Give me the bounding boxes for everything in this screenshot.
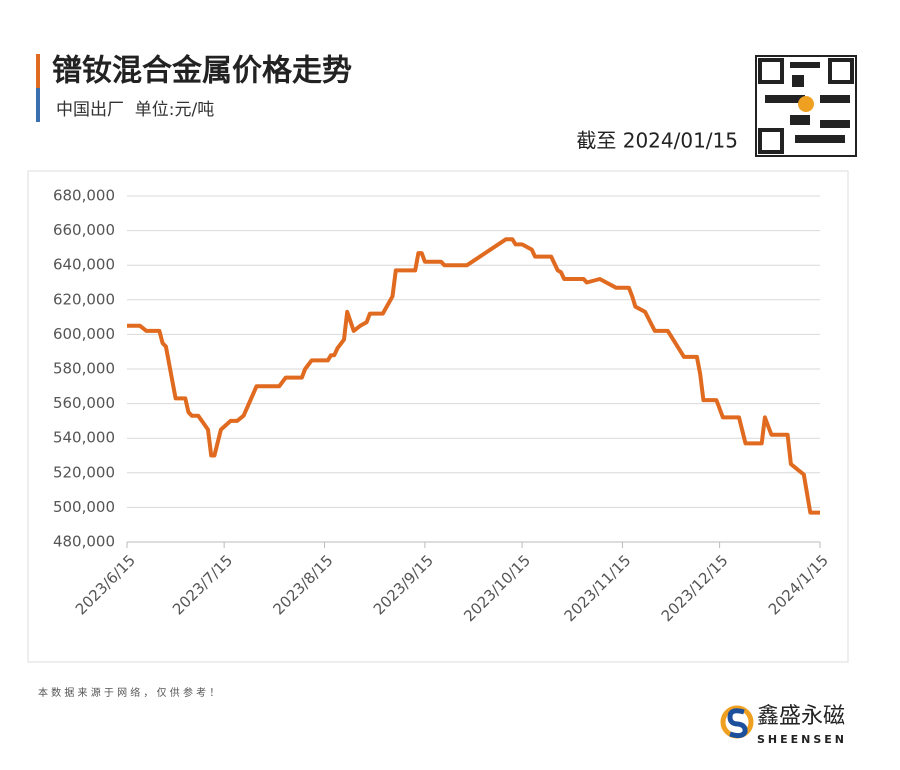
- y-tick-label: 680,000: [53, 187, 115, 205]
- subtitle: 中国出厂 单位:元/吨: [56, 100, 214, 120]
- y-tick-label: 540,000: [53, 429, 115, 447]
- footnote: 本 数 据 来 源 于 网 络 ， 仅 供 参 考 ！: [38, 686, 219, 699]
- y-tick-label: 560,000: [53, 394, 115, 412]
- qr-code: [755, 55, 857, 157]
- brand-logo: [720, 705, 754, 739]
- brand-name: 鑫盛永磁: [757, 704, 845, 729]
- accent-bar: [36, 54, 40, 88]
- accent-bar: [36, 88, 40, 122]
- y-tick-label: 480,000: [53, 533, 115, 551]
- y-tick-label: 660,000: [53, 221, 115, 239]
- y-tick-label: 580,000: [53, 360, 115, 378]
- y-tick-label: 520,000: [53, 463, 115, 481]
- annotation: 截至 2024/01/15: [576, 129, 738, 153]
- y-tick-label: 620,000: [53, 290, 115, 308]
- brand-name-en: SHEENSEN: [757, 733, 847, 746]
- chart-title: 镨钕混合金属价格走势: [52, 54, 352, 89]
- y-tick-label: 600,000: [53, 325, 115, 343]
- y-tick-label: 500,000: [53, 498, 115, 516]
- line-series: [127, 237, 820, 515]
- plot-frame: [27, 170, 849, 663]
- y-tick-label: 640,000: [53, 256, 115, 274]
